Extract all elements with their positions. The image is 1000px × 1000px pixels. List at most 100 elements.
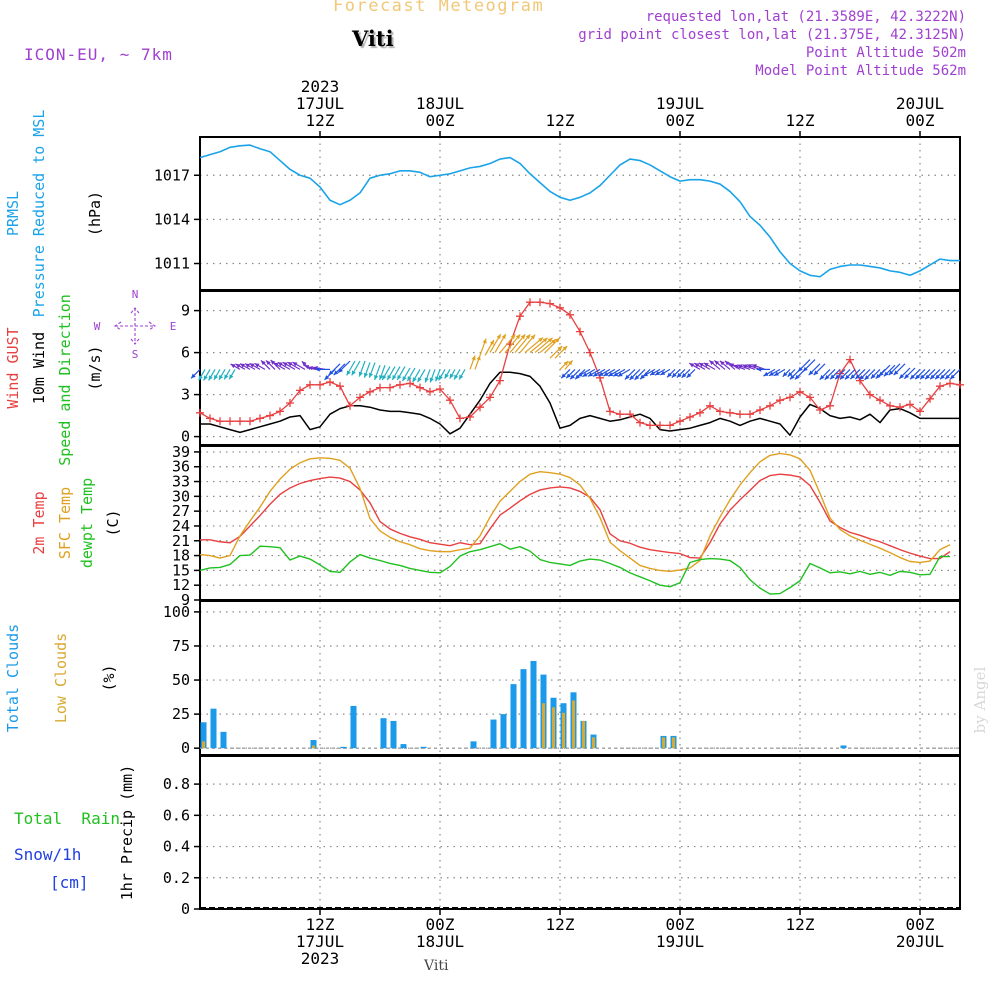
wind-arrow-head bbox=[667, 372, 672, 378]
wind-arrow-head bbox=[557, 346, 563, 351]
wind-arrow-head bbox=[751, 364, 757, 369]
wind-arrow-head bbox=[382, 374, 387, 380]
compass-w: W bbox=[94, 320, 101, 333]
y-tick-label: 0.2 bbox=[163, 869, 190, 887]
total-cloud-bar bbox=[470, 741, 477, 749]
model-label: ICON-EU, ~ 7km bbox=[24, 45, 173, 64]
gust-marker bbox=[526, 298, 534, 307]
wind-arrow-head bbox=[261, 360, 266, 366]
wind-arrow-head bbox=[213, 374, 219, 380]
bottom-time-label: 00Z bbox=[906, 915, 935, 934]
wind-arrow-head bbox=[368, 372, 374, 378]
total-cloud-bar bbox=[510, 684, 517, 749]
wind-arrow-head bbox=[839, 374, 845, 380]
wind-arrow bbox=[544, 337, 561, 354]
wind-arrow-head bbox=[547, 337, 553, 343]
wind-arrow-head bbox=[554, 337, 560, 343]
wind-arrow bbox=[417, 369, 426, 383]
wind-arrow bbox=[666, 368, 676, 378]
y-axis-label: (%) bbox=[100, 664, 118, 691]
wind-arrow-head bbox=[875, 373, 881, 379]
wind-arrow-head bbox=[746, 364, 752, 369]
gust-marker bbox=[626, 410, 634, 419]
wind-arrow-head bbox=[629, 375, 635, 380]
wind-arrow bbox=[519, 334, 536, 353]
top-time-label: 2023 bbox=[301, 77, 340, 96]
y-tick-label: 0.4 bbox=[163, 838, 190, 856]
wind-arrow bbox=[607, 368, 621, 377]
y-tick-label: 0 bbox=[181, 428, 190, 446]
wind-arrow-head bbox=[742, 364, 748, 369]
requested-coords: requested lon,lat (21.3589E, 42.3222N) bbox=[645, 9, 966, 25]
wind-arrow bbox=[870, 368, 881, 380]
wind-arrow bbox=[239, 363, 251, 370]
wind-arrow bbox=[435, 369, 441, 382]
low-cloud-bar bbox=[672, 737, 675, 749]
wind-arrow bbox=[854, 368, 866, 380]
wind-arrow bbox=[386, 366, 396, 381]
wind-arrow-head bbox=[351, 370, 356, 376]
bottom-time-label: 17JUL bbox=[296, 932, 344, 951]
gust-line bbox=[199, 301, 961, 427]
gust-marker bbox=[686, 413, 694, 421]
wind-arrow bbox=[773, 368, 786, 377]
wind-arrow bbox=[449, 369, 456, 379]
wind-arrow bbox=[914, 368, 926, 380]
total-cloud-bar bbox=[420, 746, 427, 749]
wind-arrow bbox=[469, 355, 476, 370]
wind-arrow-head bbox=[671, 372, 677, 378]
wind-arrow-head bbox=[719, 360, 725, 366]
low-cloud-bar bbox=[582, 720, 585, 749]
wind-arrow bbox=[565, 368, 576, 379]
bottom-time-label: 00Z bbox=[666, 915, 695, 934]
wind-arrow-head bbox=[346, 370, 351, 376]
wind-arrow-head bbox=[482, 338, 487, 344]
gust-marker bbox=[956, 380, 964, 389]
total-cloud-bar bbox=[210, 708, 217, 749]
wind-arrow bbox=[756, 367, 770, 372]
wind-arrow bbox=[273, 362, 286, 370]
wind-arrow bbox=[554, 345, 568, 359]
wind-arrow-head bbox=[613, 372, 619, 377]
wind-arrow bbox=[381, 366, 391, 381]
wind-arrow bbox=[514, 333, 531, 353]
wind-arrow bbox=[763, 368, 776, 377]
wind-arrow-head bbox=[893, 370, 899, 376]
wind-arrow bbox=[277, 361, 291, 370]
wind-arrow bbox=[406, 367, 416, 382]
gust-marker bbox=[216, 417, 224, 426]
gust-marker bbox=[586, 348, 594, 357]
top-time-label: 12Z bbox=[546, 111, 575, 130]
wind-arrow-head bbox=[925, 374, 930, 380]
wind-arrow bbox=[844, 368, 856, 380]
wind-arrow bbox=[351, 360, 361, 376]
wind-arrow-head bbox=[660, 370, 666, 375]
gust-marker bbox=[656, 421, 664, 430]
precip-legend: [cm] bbox=[50, 873, 89, 892]
gust-marker bbox=[566, 310, 574, 319]
wind-arrow bbox=[642, 368, 656, 377]
y-axis-label: PRMSL bbox=[4, 191, 22, 236]
wind-arrow-head bbox=[577, 372, 583, 377]
wind-arrow bbox=[708, 360, 721, 370]
wind-arrow-head bbox=[412, 377, 417, 383]
wind-arrow bbox=[898, 367, 911, 380]
wind-arrow-head bbox=[915, 374, 920, 380]
gust-marker bbox=[386, 383, 394, 392]
wind-arrow bbox=[634, 368, 646, 381]
wind-arrow-head bbox=[689, 363, 695, 368]
gust-marker bbox=[536, 298, 544, 307]
y-tick-label: 27 bbox=[172, 502, 190, 520]
wind-arrow bbox=[358, 360, 366, 377]
wind-arrow-head bbox=[229, 374, 234, 380]
wind-arrow bbox=[228, 369, 236, 380]
wind-arrow-head bbox=[714, 360, 720, 366]
wind-arrow bbox=[893, 363, 906, 376]
grid-point-coords: grid point closest lon,lat (21.375E, 42.… bbox=[578, 27, 966, 43]
top-time-label: 19JUL bbox=[656, 94, 704, 113]
low-cloud-bar bbox=[572, 700, 575, 749]
y-tick-label: 39 bbox=[172, 443, 190, 461]
wind-arrow-head bbox=[910, 374, 915, 380]
wind-arrow bbox=[903, 367, 916, 380]
